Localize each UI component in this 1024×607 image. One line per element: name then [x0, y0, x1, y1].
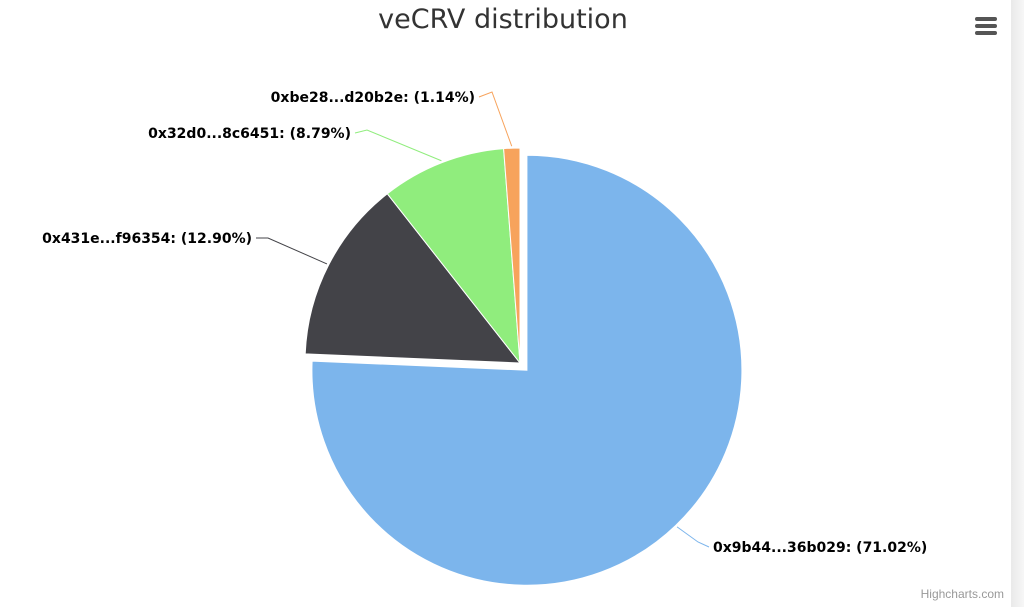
pie-slice[interactable]: [386, 148, 521, 365]
slice-data-label: 0x9b44...36b029: (71.02%): [713, 540, 927, 556]
label-connector: [478, 91, 513, 147]
pie-slice[interactable]: [503, 147, 521, 364]
chart-title: veCRV distribution: [378, 4, 628, 35]
chart-menu-button[interactable]: [970, 12, 1000, 40]
hamburger-menu-icon: [975, 17, 997, 21]
pie-slice[interactable]: [311, 154, 743, 586]
label-connector: [676, 526, 710, 548]
slice-data-label: 0xbe28...d20b2e: (1.14%): [271, 90, 475, 106]
slice-data-label: 0x32d0...8c6451: (8.79%): [148, 126, 351, 142]
page-edge: [1011, 0, 1024, 607]
credits-link[interactable]: Highcharts.com: [920, 587, 1004, 601]
label-connector: [354, 129, 442, 162]
slice-data-label: 0x431e...f96354: (12.90%): [42, 231, 252, 247]
label-connector: [256, 237, 328, 265]
pie-slice[interactable]: [304, 193, 522, 364]
